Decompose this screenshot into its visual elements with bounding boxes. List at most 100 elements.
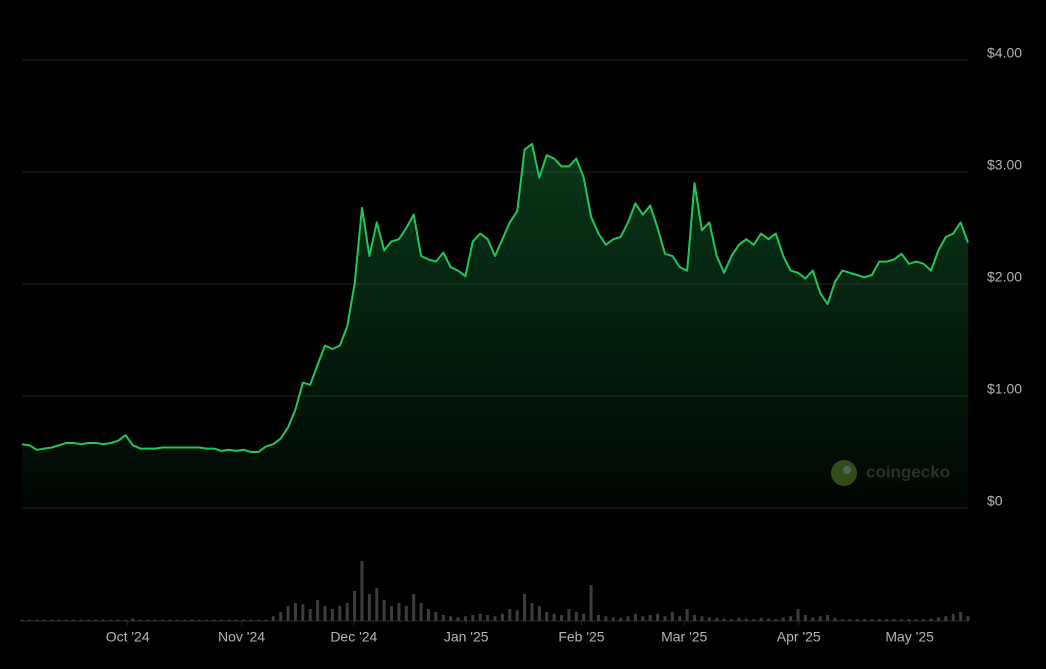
- volume-bar: [596, 615, 600, 621]
- volume-bar: [907, 619, 911, 621]
- volume-bar: [190, 619, 194, 621]
- volume-bar: [20, 619, 24, 621]
- volume-bar: [803, 615, 807, 621]
- volume-bar: [316, 600, 320, 621]
- volume-bar: [951, 613, 955, 621]
- volume-bar: [419, 603, 423, 621]
- volume-bar: [27, 619, 31, 621]
- volume-bar: [530, 603, 534, 621]
- volume-bar: [138, 619, 142, 621]
- volume-bar: [700, 616, 704, 621]
- price-line: [21, 143, 969, 453]
- volume-bar: [345, 603, 349, 621]
- volume-bar: [707, 617, 711, 621]
- volume-bar: [826, 615, 830, 621]
- volume-bar: [286, 606, 290, 621]
- volume-bar: [922, 619, 926, 621]
- volume-bar: [552, 613, 556, 621]
- volume-bar: [220, 619, 224, 621]
- volume-bar: [257, 619, 260, 621]
- volume-bar: [360, 561, 364, 621]
- volume-bar: [715, 618, 719, 621]
- volume-bar: [885, 619, 889, 621]
- volume-bar: [966, 616, 970, 621]
- y-tick-label: $0: [987, 493, 1003, 509]
- volume-bar: [397, 603, 401, 621]
- volume-bar: [774, 619, 778, 621]
- volume-bar: [855, 619, 859, 621]
- volume-bar: [234, 619, 238, 621]
- volume-bar: [944, 616, 948, 621]
- volume-bar: [759, 618, 763, 621]
- volume-bar: [574, 612, 578, 621]
- y-tick-label: $4.00: [987, 45, 1022, 61]
- volume-bar: [833, 618, 837, 621]
- y-tick-label: $2.00: [987, 269, 1022, 285]
- volume-bar: [168, 619, 172, 621]
- volume-bar: [863, 619, 867, 621]
- volume-bar: [94, 619, 98, 621]
- volume-bar: [353, 591, 357, 621]
- volume-bar: [293, 603, 297, 621]
- volume-bar: [959, 612, 963, 621]
- volume-bar: [123, 619, 127, 621]
- x-tick-label: Feb '25: [558, 629, 604, 645]
- watermark-text: coingecko: [866, 462, 950, 481]
- volume-bar: [582, 613, 586, 621]
- volume-bar: [390, 606, 394, 621]
- volume-bar: [153, 619, 157, 621]
- volume-bar: [796, 609, 800, 621]
- volume-bar: [382, 600, 386, 621]
- volume-bar: [227, 619, 231, 621]
- volume-bar: [323, 606, 327, 621]
- volume-bar: [560, 615, 564, 621]
- y-tick-label: $3.00: [987, 157, 1022, 173]
- volume-bar: [271, 616, 275, 621]
- volume-bar: [101, 619, 105, 621]
- volume-bar: [766, 618, 770, 621]
- volume-bar: [478, 613, 482, 621]
- volume-bar: [197, 619, 201, 621]
- volume-bar: [545, 612, 549, 621]
- volume-bar: [463, 616, 467, 621]
- volume-bar: [87, 619, 91, 621]
- volume-bar: [42, 619, 46, 621]
- volume-bar: [367, 594, 371, 621]
- volume-bar: [877, 619, 881, 621]
- volume-bar: [789, 616, 793, 621]
- price-area: [22, 144, 968, 508]
- volume-bar: [249, 619, 253, 621]
- volume-bar: [35, 619, 39, 621]
- volume-bar: [781, 617, 785, 621]
- volume-bar: [456, 617, 460, 621]
- volume-bar: [611, 617, 615, 621]
- volume-bar: [604, 616, 608, 621]
- volume-bar: [242, 619, 246, 621]
- x-tick-label: Dec '24: [330, 629, 377, 645]
- volume-bar: [744, 618, 748, 621]
- volume-bar: [412, 594, 416, 621]
- volume-bar: [160, 619, 164, 621]
- watermark: coingecko: [831, 460, 950, 486]
- volume-bar: [589, 585, 593, 621]
- volume-bar: [471, 615, 475, 621]
- volume-bar: [892, 619, 896, 621]
- volume-bar: [109, 619, 113, 621]
- x-tick-label: Mar '25: [661, 629, 707, 645]
- volume-bar: [537, 606, 541, 621]
- volume-bar: [330, 609, 334, 621]
- volume-bar: [183, 619, 187, 621]
- volume-bar: [752, 619, 756, 621]
- volume-bar: [936, 617, 940, 621]
- volume-bar: [670, 612, 674, 621]
- x-tick-label: Apr '25: [777, 629, 821, 645]
- volume-bar: [818, 616, 822, 621]
- volume-bar: [131, 618, 135, 621]
- volume-bar: [404, 606, 408, 621]
- volume-bar: [626, 616, 630, 621]
- volume-bar: [500, 613, 504, 621]
- volume-bar: [486, 615, 490, 621]
- volume-bar: [899, 619, 903, 621]
